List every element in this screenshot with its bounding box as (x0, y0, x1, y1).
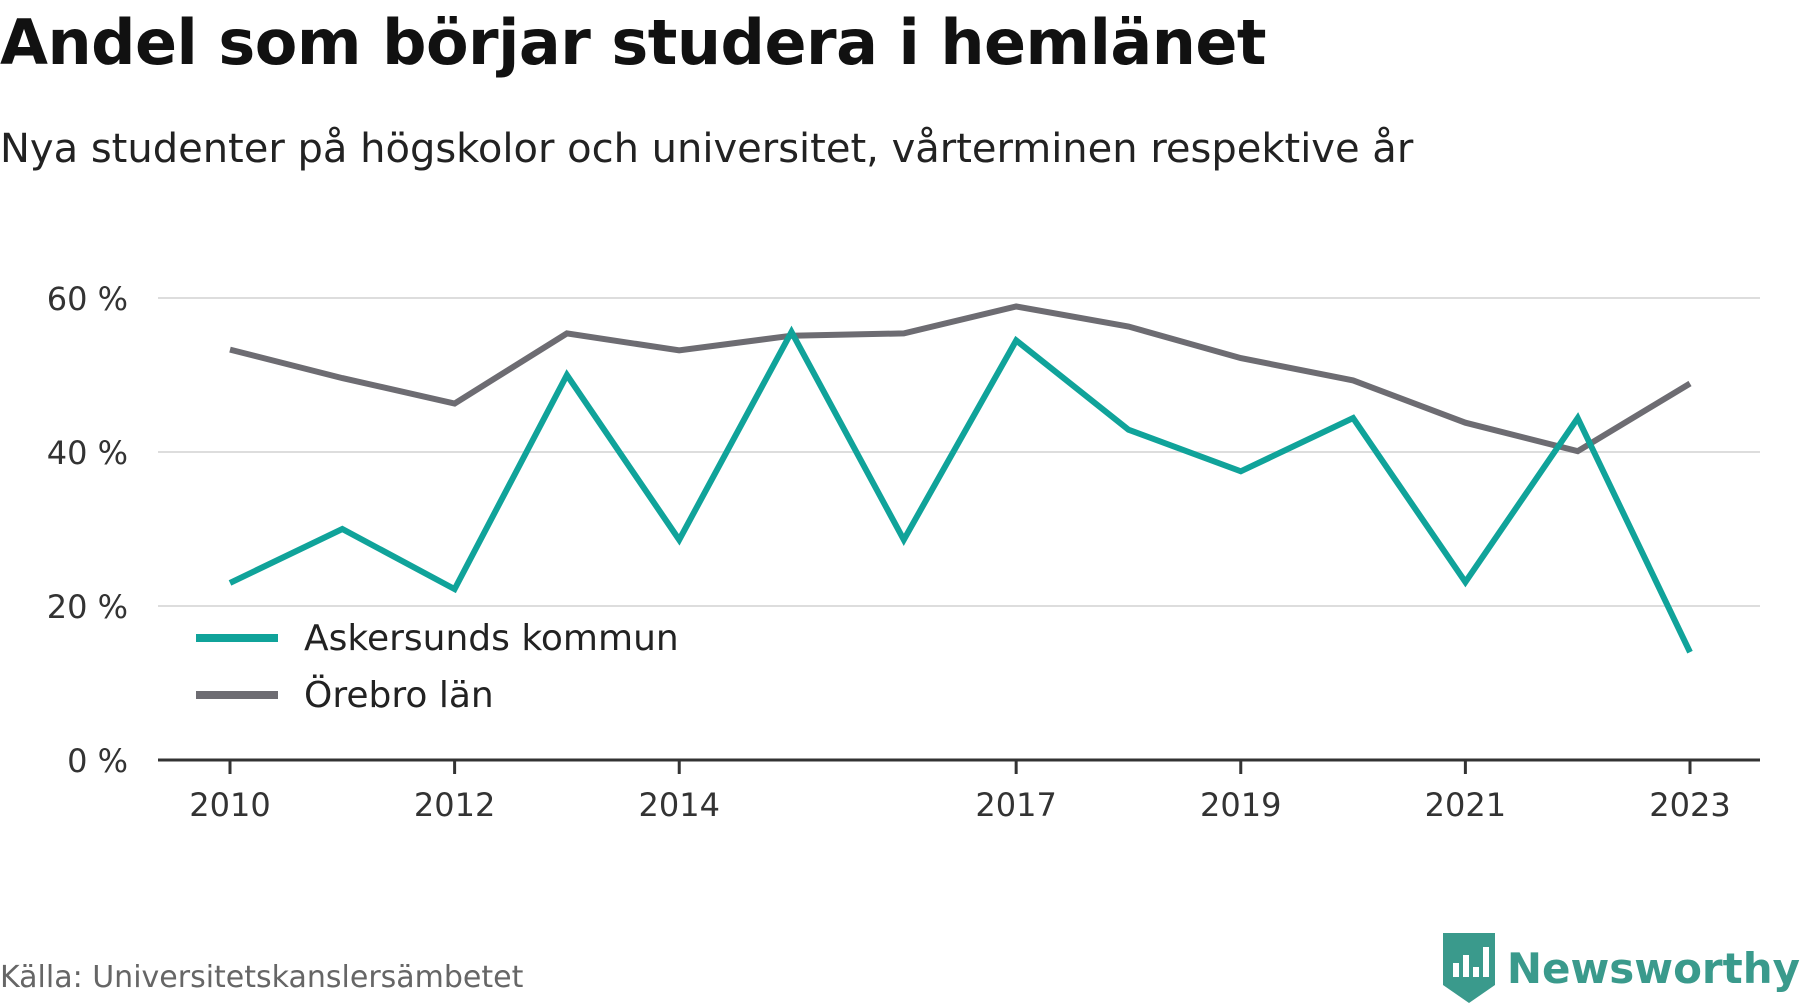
series-line-askersunds-kommun (228, 325, 1693, 654)
legend-label-askersunds-kommun: Askersunds kommun (304, 618, 679, 659)
chart-subtitle: Nya studenter på högskolor och universit… (0, 126, 1414, 172)
series-line-orebro-lan (229, 303, 1692, 455)
legend-background (186, 612, 690, 730)
y-tick-label: 20 % (47, 588, 128, 626)
y-tick-label: 0 % (67, 742, 128, 780)
x-tick-label: 2012 (414, 786, 495, 824)
x-tick-label: 2021 (1425, 786, 1506, 824)
y-tick-label: 60 % (47, 280, 128, 318)
x-tick-label: 2014 (639, 786, 720, 824)
x-tick-label: 2023 (1649, 786, 1730, 824)
x-tick-label: 2010 (189, 786, 270, 824)
source-note: Källa: Universitetskanslersämbetet (0, 960, 524, 995)
chart-title: Andel som börjar studera i hemlänet (0, 6, 1267, 79)
x-tick-label: 2019 (1200, 786, 1281, 824)
y-tick-label: 40 % (47, 434, 128, 472)
x-tick-label: 2017 (975, 786, 1056, 824)
bar-chart-speech-bubble-icon (1442, 933, 1495, 1003)
brand-block: Newsworthy (1442, 933, 1800, 1003)
legend-label-orebro-lan: Örebro län (304, 674, 494, 716)
brand-name: Newsworthy (1506, 943, 1800, 993)
